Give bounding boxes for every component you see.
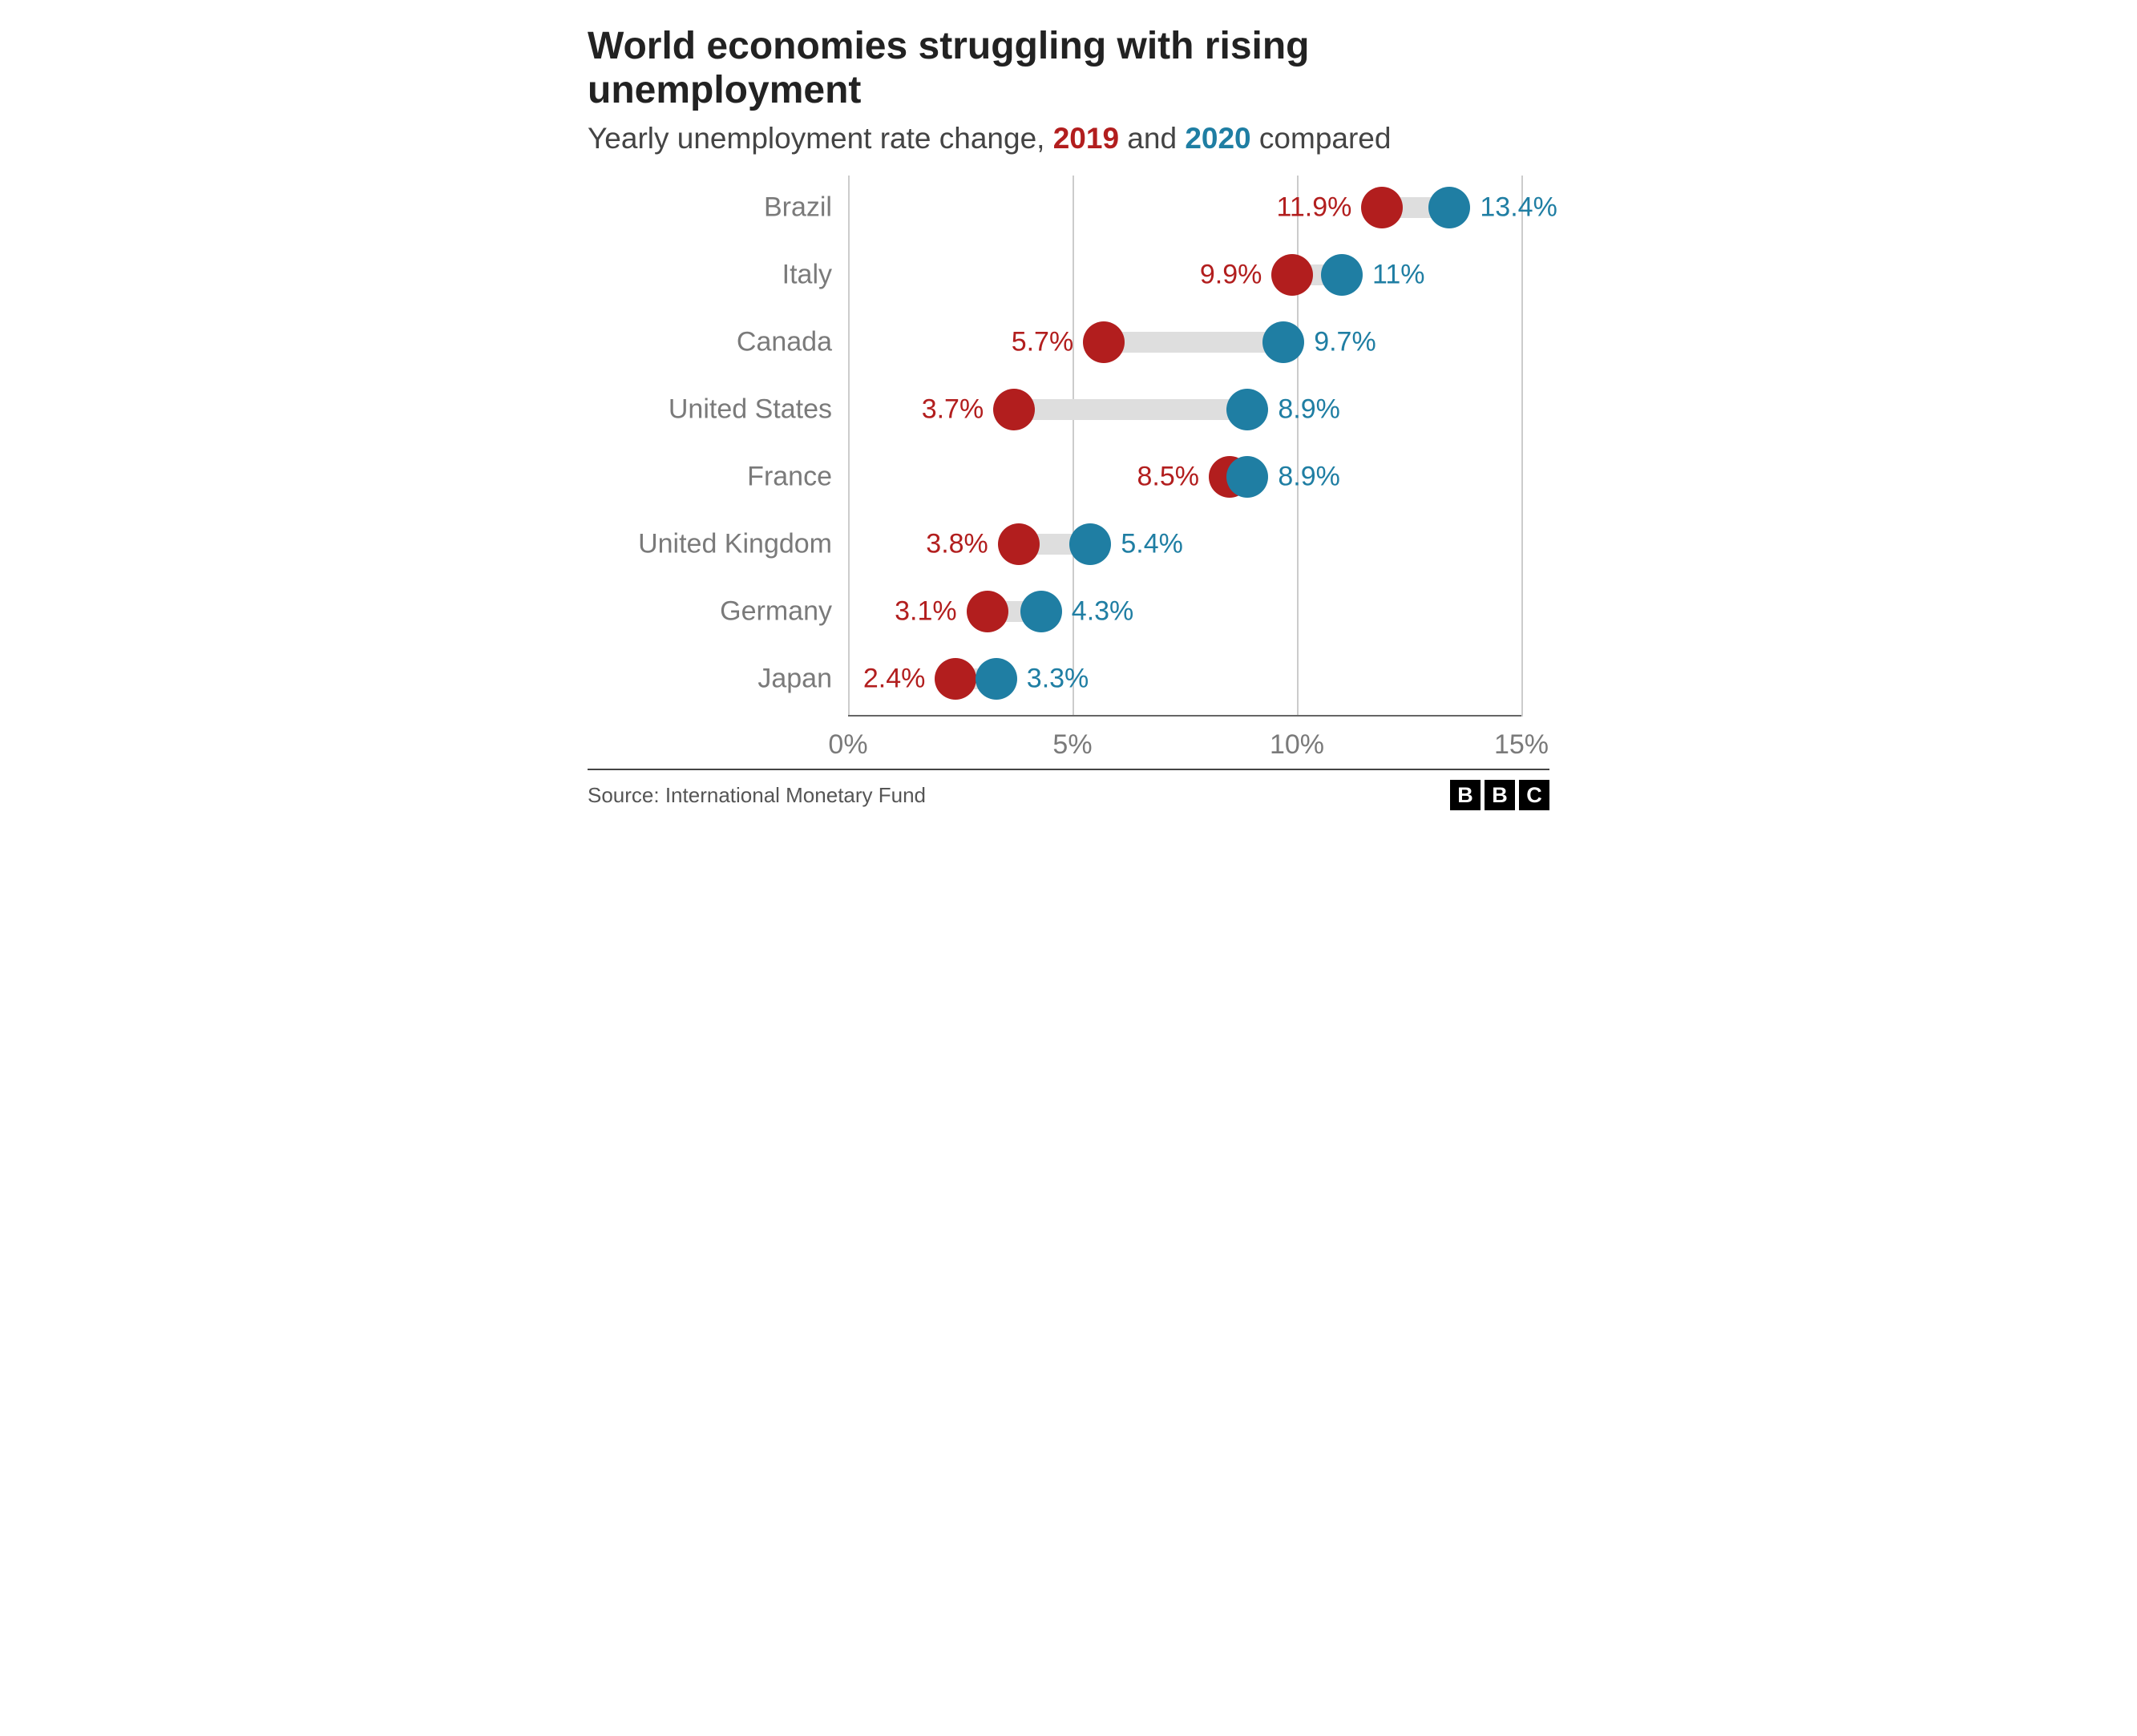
x-axis-line <box>848 715 1521 717</box>
chart-row: Canada5.7%9.7% <box>588 310 1549 374</box>
chart-container: World economies struggling with rising u… <box>588 24 1549 810</box>
x-tick-label: 15% <box>1494 729 1549 761</box>
value-label-2019: 8.5% <box>588 462 1199 493</box>
value-label-2019: 3.1% <box>588 596 957 628</box>
source-text: Source: International Monetary Fund <box>588 783 926 808</box>
x-tick-label: 10% <box>1270 729 1324 761</box>
value-label-2019: 2.4% <box>588 664 925 695</box>
bbc-logo-b2: B <box>1485 780 1515 810</box>
connector-bar <box>1104 332 1283 353</box>
chart-footer: Source: International Monetary Fund B B … <box>588 769 1549 810</box>
dot-2019 <box>1271 254 1313 296</box>
value-label-2020: 11% <box>1372 260 1425 291</box>
dot-2019 <box>935 658 976 700</box>
value-label-2020: 3.3% <box>1027 664 1089 695</box>
value-label-2019: 11.9% <box>588 192 1351 224</box>
value-label-2020: 8.9% <box>1278 394 1340 426</box>
value-label-2020: 4.3% <box>1072 596 1134 628</box>
chart-row: Italy9.9%11% <box>588 243 1549 307</box>
dot-2019 <box>1083 321 1125 363</box>
dot-2020 <box>1069 523 1111 565</box>
dot-2020 <box>1020 591 1062 632</box>
plot-area: 0%5%10%15%Brazil11.9%13.4%Italy9.9%11%Ca… <box>588 176 1549 761</box>
dot-2019 <box>967 591 1008 632</box>
dot-2019 <box>998 523 1040 565</box>
subtitle-mid: and <box>1119 122 1185 155</box>
x-tick-label: 5% <box>1052 729 1092 761</box>
value-label-2020: 13.4% <box>1480 192 1557 224</box>
dot-2019 <box>993 389 1035 430</box>
chart-row: United Kingdom3.8%5.4% <box>588 512 1549 576</box>
chart-row: Germany3.1%4.3% <box>588 579 1549 644</box>
dot-2020 <box>1428 187 1470 228</box>
chart-subtitle: Yearly unemployment rate change, 2019 an… <box>588 122 1549 155</box>
connector-bar <box>1014 399 1247 420</box>
chart-row: France8.5%8.9% <box>588 445 1549 509</box>
dot-2020 <box>976 658 1017 700</box>
bbc-logo-c: C <box>1519 780 1549 810</box>
dot-2020 <box>1262 321 1304 363</box>
value-label-2020: 8.9% <box>1278 462 1340 493</box>
value-label-2019: 3.8% <box>588 529 988 560</box>
chart-title: World economies struggling with rising u… <box>588 24 1549 112</box>
bbc-logo-b1: B <box>1450 780 1481 810</box>
value-label-2020: 5.4% <box>1121 529 1183 560</box>
chart-row: United States3.7%8.9% <box>588 377 1549 442</box>
value-label-2020: 9.7% <box>1314 327 1376 358</box>
subtitle-prefix: Yearly unemployment rate change, <box>588 122 1053 155</box>
value-label-2019: 9.9% <box>588 260 1262 291</box>
chart-row: Japan2.4%3.3% <box>588 647 1549 711</box>
dot-2020 <box>1226 456 1268 498</box>
bbc-logo: B B C <box>1450 780 1549 810</box>
subtitle-suffix: compared <box>1251 122 1392 155</box>
dot-2020 <box>1226 389 1268 430</box>
value-label-2019: 5.7% <box>588 327 1073 358</box>
subtitle-year-2020: 2020 <box>1185 122 1250 155</box>
x-tick-label: 0% <box>828 729 867 761</box>
value-label-2019: 3.7% <box>588 394 984 426</box>
dot-2020 <box>1321 254 1363 296</box>
chart-row: Brazil11.9%13.4% <box>588 176 1549 240</box>
subtitle-year-2019: 2019 <box>1053 122 1119 155</box>
dot-2019 <box>1361 187 1403 228</box>
